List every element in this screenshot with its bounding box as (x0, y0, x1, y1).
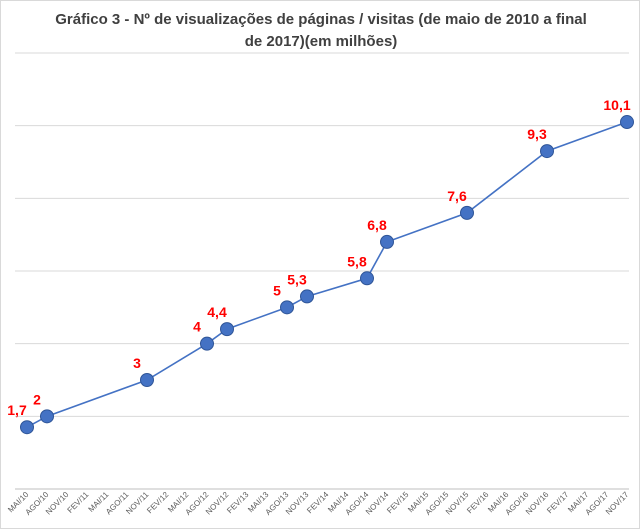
data-point (360, 271, 374, 286)
series (20, 115, 634, 435)
gridlines (15, 52, 629, 417)
data-point (20, 420, 34, 435)
data-label: 5 (273, 282, 281, 298)
data-label: 1,7 (7, 402, 27, 418)
x-tick-label: FEV/14 (305, 490, 331, 516)
x-tick-labels: MAI/10AGO/10NOV/10FEV/11MAI/11AGO/11NOV/… (6, 490, 631, 517)
x-tick-label: NOV/13 (284, 490, 311, 517)
data-point (620, 115, 634, 130)
x-tick-label: NOV/16 (524, 490, 551, 517)
x-tick-label: FEV/15 (385, 490, 411, 516)
data-point (280, 300, 294, 315)
x-tick-label: NOV/15 (444, 490, 471, 517)
x-tick-label: FEV/12 (145, 490, 171, 516)
data-point (220, 322, 234, 337)
data-point (380, 234, 394, 249)
x-tick-label: FEV/11 (66, 490, 91, 515)
series-line (26, 121, 628, 428)
data-label: 10,1 (603, 97, 630, 113)
data-label: 5,8 (347, 253, 367, 269)
data-point (200, 336, 214, 351)
data-label: 3 (133, 355, 141, 371)
data-label: 5,3 (287, 271, 307, 287)
x-tick-label: FEV/16 (465, 490, 491, 516)
data-label: 7,6 (447, 188, 467, 204)
data-label: 6,8 (367, 217, 387, 233)
chart-title: Gráfico 3 - Nº de visualizações de págin… (1, 9, 640, 53)
data-point (460, 205, 474, 220)
data-point (140, 373, 154, 387)
data-label: 9,3 (527, 126, 547, 142)
x-tick-label: NOV/10 (44, 490, 71, 517)
x-tick-label: FEV/17 (545, 490, 571, 516)
x-tick-label: FEV/13 (225, 490, 251, 516)
data-point (540, 144, 554, 159)
x-tick-label: NOV/17 (604, 490, 631, 517)
data-labels: 1,7 2 3 4 4,4 5 5,3 5,8 6,8 7,6 9,3 10,1 (7, 97, 631, 418)
x-tick-label: NOV/14 (364, 490, 391, 517)
data-label: 2 (33, 391, 41, 407)
data-label: 4,4 (207, 304, 227, 320)
data-label: 4 (193, 319, 201, 335)
data-point (40, 409, 54, 424)
x-tick-label: NOV/11 (124, 490, 150, 516)
chart-title-line-2: de 2017)(em milhões) (244, 33, 398, 50)
data-point (300, 289, 314, 304)
chart-title-line-1: Gráfico 3 - Nº de visualizações de págin… (55, 11, 587, 28)
x-tick-label: NOV/12 (204, 490, 231, 517)
